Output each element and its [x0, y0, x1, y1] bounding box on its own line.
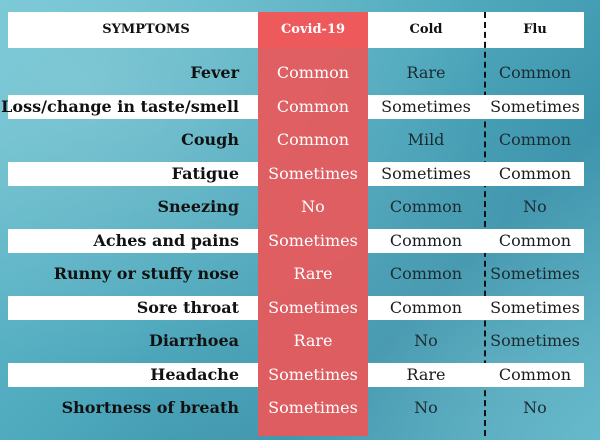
cold-value: Sometimes: [381, 97, 471, 116]
table-row: Cough Common Mild Common: [0, 128, 600, 152]
flu-value: No: [523, 197, 547, 216]
flu-value: Common: [498, 231, 572, 250]
flu-value: Sometimes: [490, 264, 580, 283]
flu-value: Common: [498, 164, 572, 183]
table-row: Fatigue Sometimes Sometimes Common: [0, 162, 600, 186]
flu-value: Sometimes: [490, 298, 580, 317]
covid-value: Common: [276, 130, 350, 149]
table-row: Diarrhoea Rare No Sometimes: [0, 329, 600, 353]
symptom-label: Sneezing: [157, 197, 239, 216]
symptom-label: Headache: [150, 365, 239, 384]
symptom-label: Loss/change in taste/smell: [1, 97, 239, 116]
cold-value: No: [414, 398, 438, 417]
covid-value: Common: [276, 63, 350, 82]
flu-value: Sometimes: [490, 331, 580, 350]
header-covid: Covid-19: [280, 22, 346, 37]
row-band-right: [368, 162, 584, 186]
covid-value: Sometimes: [268, 231, 358, 250]
flu-value: Common: [498, 130, 572, 149]
covid-header-highlight: [258, 12, 368, 48]
symptom-label: Cough: [181, 130, 239, 149]
symptom-label: Fever: [190, 63, 239, 82]
header-symptoms: SYMPTOMS: [102, 22, 190, 37]
row-band-left: [8, 162, 258, 186]
table-row: Shortness of breath Sometimes No No: [0, 396, 600, 420]
flu-value: Common: [498, 365, 572, 384]
header-flu: Flu: [523, 22, 547, 37]
symptom-label: Runny or stuffy nose: [53, 264, 239, 283]
cold-value: Common: [389, 298, 463, 317]
covid-value: Sometimes: [268, 398, 358, 417]
symptom-label: Fatigue: [171, 164, 239, 183]
covid-value: Rare: [293, 264, 333, 283]
cold-value: Common: [389, 264, 463, 283]
covid-column-highlight: [258, 12, 368, 436]
symptom-label: Diarrhoea: [148, 331, 239, 350]
covid-value: Common: [276, 97, 350, 116]
covid-value: No: [301, 197, 325, 216]
cold-value: No: [414, 331, 438, 350]
cold-value: Rare: [406, 365, 446, 384]
table-row: Headache Sometimes Rare Common: [0, 363, 600, 387]
symptom-label: Shortness of breath: [61, 398, 239, 417]
row-band-left: [8, 296, 258, 320]
cold-value: Mild: [407, 130, 445, 149]
table-row: Sneezing No Common No: [0, 195, 600, 219]
table-row: Sore throat Sometimes Common Sometimes: [0, 296, 600, 320]
covid-value: Sometimes: [268, 298, 358, 317]
header-cold: Cold: [409, 22, 443, 37]
covid-value: Rare: [293, 331, 333, 350]
table-row: Runny or stuffy nose Rare Common Sometimes: [0, 262, 600, 286]
flu-value: Common: [498, 63, 572, 82]
table-row: Fever Common Rare Common: [0, 61, 600, 85]
covid-value: Sometimes: [268, 164, 358, 183]
table-row: Loss/change in taste/smell Common Sometime…: [0, 95, 600, 119]
cold-flu-divider: [484, 12, 486, 436]
flu-value: Sometimes: [490, 97, 580, 116]
row-band-left: [8, 363, 258, 387]
symptom-label: Sore throat: [136, 298, 239, 317]
row-band-right: [368, 95, 584, 119]
covid-value: Sometimes: [268, 365, 358, 384]
cold-value: Sometimes: [381, 164, 471, 183]
row-band-left: [8, 95, 258, 119]
row-band-right: [368, 296, 584, 320]
table-row: Aches and pains Sometimes Common Common: [0, 229, 600, 253]
flu-value: No: [523, 398, 547, 417]
cold-value: Common: [389, 197, 463, 216]
symptom-label: Aches and pains: [93, 231, 239, 250]
cold-value: Rare: [406, 63, 446, 82]
row-band-left: [8, 229, 258, 253]
cold-value: Common: [389, 231, 463, 250]
row-band-right: [368, 229, 584, 253]
row-band-right: [368, 363, 584, 387]
